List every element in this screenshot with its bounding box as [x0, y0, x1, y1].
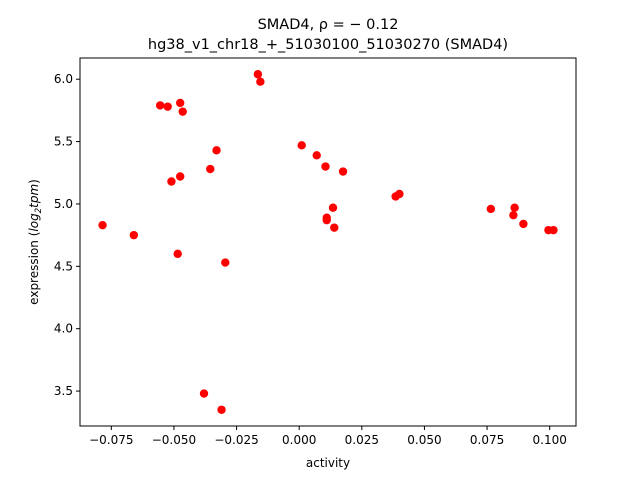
data-point-8	[176, 172, 185, 181]
data-point-7	[167, 177, 176, 186]
y-axis-label-log: log	[27, 213, 41, 232]
x-tick-label: 0.000	[282, 433, 316, 447]
y-axis-label: expression (log2tpm)	[27, 179, 44, 305]
data-point-20	[338, 167, 348, 176]
x-axis-label: activity	[306, 456, 350, 470]
data-point-2	[129, 230, 139, 240]
y-tick-label: 4.5	[54, 259, 73, 273]
y-axis-label-tpm: tpm	[27, 184, 41, 208]
y-tick-label: 5.5	[54, 135, 73, 149]
x-tick-label: −0.050	[152, 433, 196, 447]
data-point-17	[297, 141, 306, 150]
y-tick-label: 6.0	[54, 72, 73, 86]
data-point-30	[519, 219, 528, 229]
data-point-28	[510, 203, 519, 212]
y-tick-label: 3.5	[54, 384, 73, 398]
data-point-12	[221, 258, 230, 267]
x-tick-label: 0.025	[345, 433, 379, 447]
x-tick-label: 0.075	[470, 433, 504, 447]
data-point-9	[173, 249, 182, 259]
chart-title-line-2: hg38_v1_chr18_+_51030100_51030270 (SMAD4…	[148, 37, 508, 53]
data-point-29	[509, 210, 518, 220]
y-axis-label-suffix: )	[27, 179, 41, 184]
data-point-21	[328, 203, 338, 212]
data-point-19	[321, 162, 330, 171]
y-axis-label-prefix: expression (	[27, 232, 41, 305]
data-point-15	[253, 70, 263, 79]
y-axis-label-sub: 2	[34, 208, 44, 213]
data-point-10	[212, 146, 221, 155]
data-point-23	[322, 215, 331, 225]
data-point-16	[256, 77, 265, 86]
x-tick-label: −0.025	[214, 433, 258, 447]
data-point-13	[199, 389, 209, 398]
data-point-32	[549, 225, 558, 235]
data-point-27	[486, 204, 496, 214]
data-point-4	[163, 102, 172, 111]
data-point-11	[206, 164, 215, 174]
x-tick-label: 0.100	[533, 433, 567, 447]
data-point-14	[217, 405, 226, 414]
y-tick-label: 5.0	[54, 197, 73, 211]
x-tick-label: 0.050	[407, 433, 441, 447]
plot-area-frame	[79, 57, 577, 427]
chart-title-line-1: SMAD4, ρ = − 0.12	[258, 17, 399, 33]
data-point-5	[176, 98, 185, 108]
data-point-26	[395, 189, 404, 199]
data-point-18	[312, 151, 321, 160]
data-point-1	[98, 220, 107, 230]
data-point-6	[178, 107, 187, 116]
data-point-3	[155, 101, 165, 110]
data-points	[98, 70, 558, 414]
y-tick-label: 4.0	[54, 322, 73, 336]
x-tick-label: −0.075	[89, 433, 133, 447]
y-axis-ticks: 3.5 4.0 4.5 5.0 5.5 6.0	[54, 72, 80, 398]
x-axis-ticks: −0.075 −0.050 −0.025 0.000 0.025 0.050 0.075 0.…	[89, 426, 567, 447]
data-point-24	[330, 223, 339, 232]
